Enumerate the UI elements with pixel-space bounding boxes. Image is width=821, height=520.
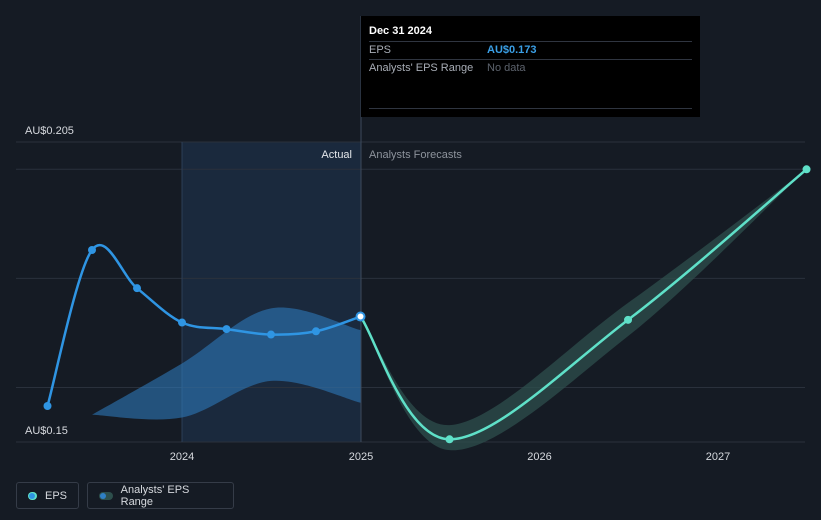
y-axis-label-bottom: AU$0.15 bbox=[25, 425, 68, 437]
legend-item-range[interactable]: Analysts' EPS Range bbox=[87, 482, 234, 509]
x-tick-label: 2027 bbox=[706, 451, 730, 463]
tooltip-range-label: Analysts' EPS Range bbox=[369, 62, 474, 74]
data-point bbox=[222, 325, 231, 334]
legend-item-eps[interactable]: EPS bbox=[16, 482, 79, 509]
tooltip-date: Dec 31 2024 bbox=[369, 25, 432, 37]
x-tick-label: 2026 bbox=[527, 451, 551, 463]
range-band bbox=[360, 169, 807, 451]
data-point bbox=[445, 435, 454, 444]
tooltip-eps-value: AU$0.173 bbox=[487, 44, 537, 56]
x-axis-ticks: 2024 2025 2026 2027 bbox=[170, 451, 731, 463]
legend-range-label: Analysts' EPS Range bbox=[120, 483, 190, 508]
data-point bbox=[267, 330, 276, 339]
tooltip-eps-label: EPS bbox=[369, 44, 392, 56]
actual-label: Actual bbox=[321, 149, 352, 161]
series-line bbox=[359, 168, 808, 441]
range-band bbox=[92, 307, 361, 420]
range-bands bbox=[92, 169, 807, 451]
series-points bbox=[43, 165, 811, 444]
data-point bbox=[178, 318, 186, 327]
x-tick-label: 2025 bbox=[349, 451, 373, 463]
tooltip-divider bbox=[369, 108, 692, 109]
tooltip: Dec 31 2024 EPS AU$0.173 Analysts' EPS R… bbox=[361, 16, 700, 117]
tooltip-row-eps: EPS AU$0.173 bbox=[369, 41, 692, 59]
data-point bbox=[802, 165, 811, 174]
eps-legend-icon bbox=[28, 491, 37, 500]
data-point bbox=[312, 327, 321, 336]
data-point bbox=[624, 315, 633, 324]
data-point bbox=[88, 246, 97, 254]
data-point bbox=[133, 284, 142, 293]
y-axis-label-top: AU$0.205 bbox=[25, 125, 74, 137]
tooltip-range-value: No data bbox=[487, 62, 526, 74]
legend-eps-label: EPS bbox=[44, 489, 67, 502]
tooltip-row-range: Analysts' EPS Range No data bbox=[369, 59, 692, 77]
x-tick-label: 2024 bbox=[170, 451, 194, 463]
range-legend-icon bbox=[99, 491, 113, 500]
data-point bbox=[43, 402, 52, 410]
forecast-label: Analysts Forecasts bbox=[369, 149, 462, 161]
data-point bbox=[355, 311, 366, 322]
